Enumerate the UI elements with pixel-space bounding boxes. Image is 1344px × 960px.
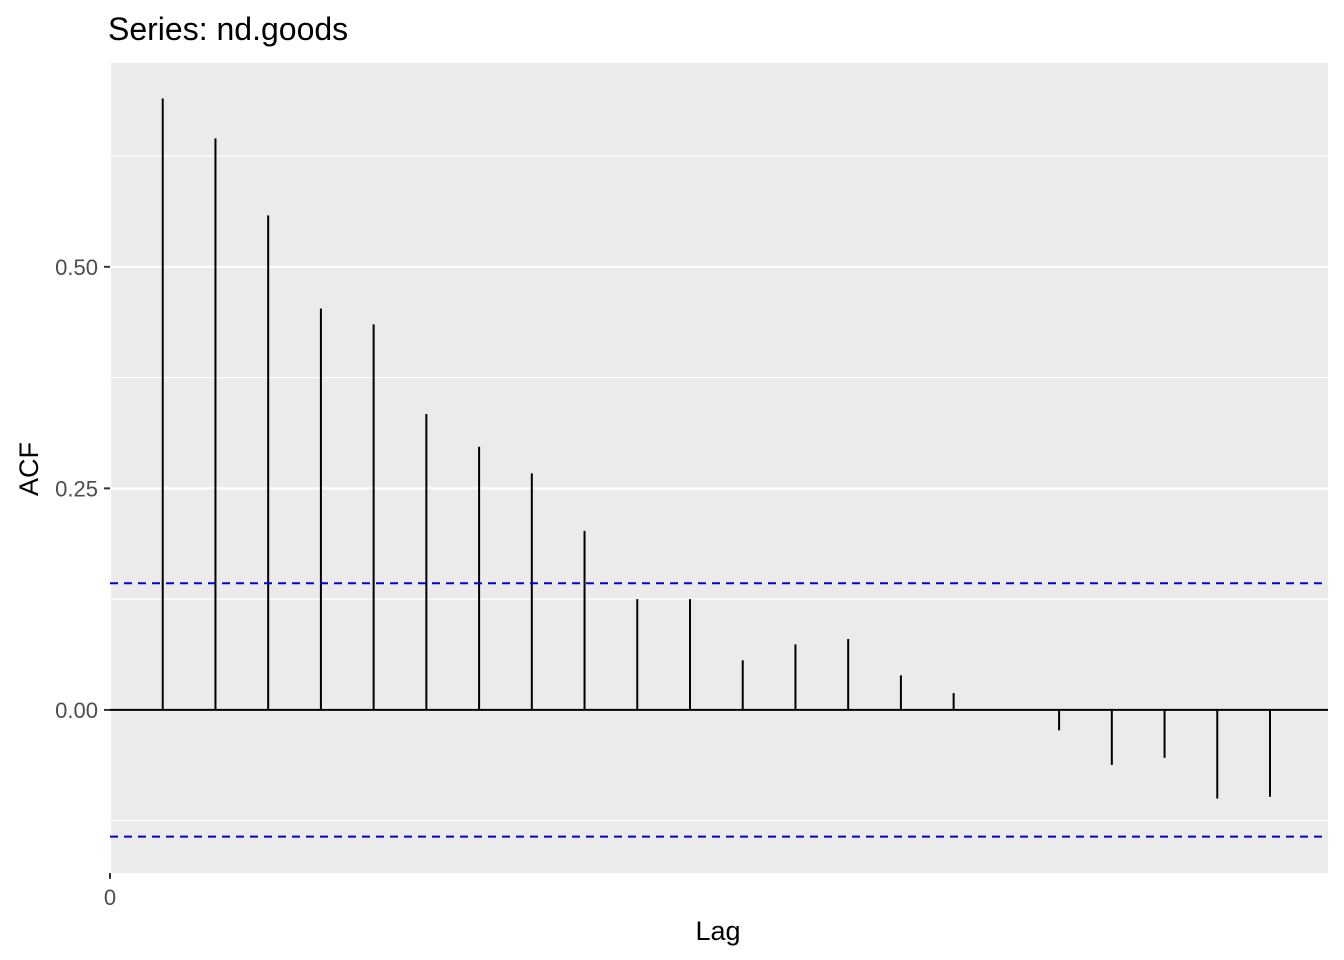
panel-background <box>110 63 1328 873</box>
axis-ticks: 0.00 0.25 0.50 0 <box>55 255 116 910</box>
y-tick-label: 0.00 <box>55 698 98 723</box>
x-tick-label: 0 <box>104 885 116 910</box>
plot-panel <box>108 63 1328 873</box>
x-axis-title: Lag <box>695 916 740 946</box>
y-tick-label: 0.50 <box>55 255 98 280</box>
y-axis-title: ACF <box>14 442 44 496</box>
chart-title: Series: nd.goods <box>108 11 348 47</box>
y-tick-label: 0.25 <box>55 476 98 501</box>
